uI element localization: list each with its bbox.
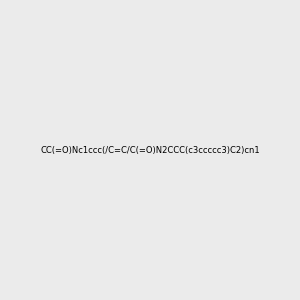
Text: CC(=O)Nc1ccc(/C=C/C(=O)N2CCC(c3ccccc3)C2)cn1: CC(=O)Nc1ccc(/C=C/C(=O)N2CCC(c3ccccc3)C2…	[40, 146, 260, 154]
